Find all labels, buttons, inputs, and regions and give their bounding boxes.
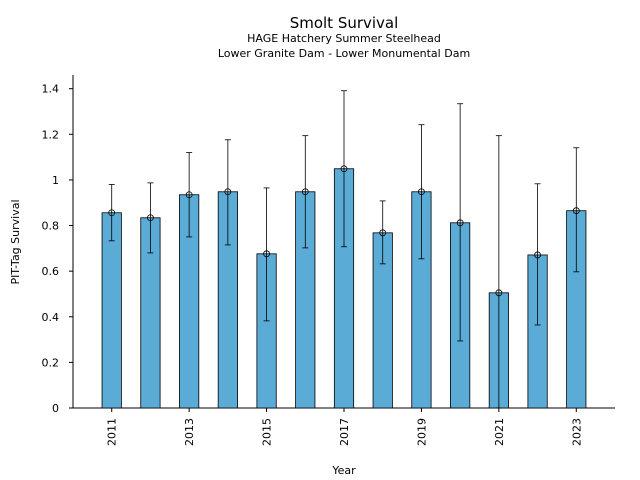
x-axis-label: Year — [331, 464, 356, 477]
chart-subtitle: Lower Granite Dam - Lower Monumental Dam — [218, 47, 470, 60]
point-marker — [301, 188, 309, 196]
chart-subtitle: HAGE Hatchery Summer Steelhead — [247, 32, 441, 45]
y-tick-label: 1.4 — [42, 83, 60, 96]
x-tick-label: 2019 — [415, 418, 428, 446]
y-tick-label: 0.8 — [42, 220, 60, 233]
chart-title: Smolt Survival — [290, 14, 399, 32]
point-marker — [456, 219, 464, 227]
x-tick-label: 2017 — [338, 418, 351, 446]
point-marker — [185, 191, 193, 199]
bar — [101, 212, 122, 409]
x-tick-label: 2011 — [106, 418, 119, 446]
y-tick-label: 0.6 — [42, 265, 60, 278]
point-marker — [495, 289, 503, 297]
point-marker — [418, 188, 425, 196]
x-tick-label: 2023 — [570, 418, 583, 446]
y-tick-label: 1 — [52, 174, 59, 187]
point-marker — [534, 251, 541, 259]
x-tick-label: 2013 — [183, 418, 196, 446]
y-tick-label: 1.2 — [42, 128, 60, 141]
point-marker — [572, 207, 580, 215]
point-marker — [108, 209, 116, 217]
point-marker — [340, 165, 348, 173]
y-tick-label: 0 — [52, 402, 59, 415]
point-marker — [263, 250, 270, 258]
point-marker — [147, 214, 154, 222]
y-tick-label: 0.2 — [42, 356, 60, 369]
x-tick-label: 2015 — [261, 418, 274, 446]
x-tick-label: 2021 — [493, 418, 506, 446]
y-axis-label: PIT-Tag Survival — [9, 199, 22, 284]
point-marker — [379, 229, 387, 237]
point-marker — [224, 188, 232, 196]
y-tick-label: 0.4 — [42, 311, 60, 324]
